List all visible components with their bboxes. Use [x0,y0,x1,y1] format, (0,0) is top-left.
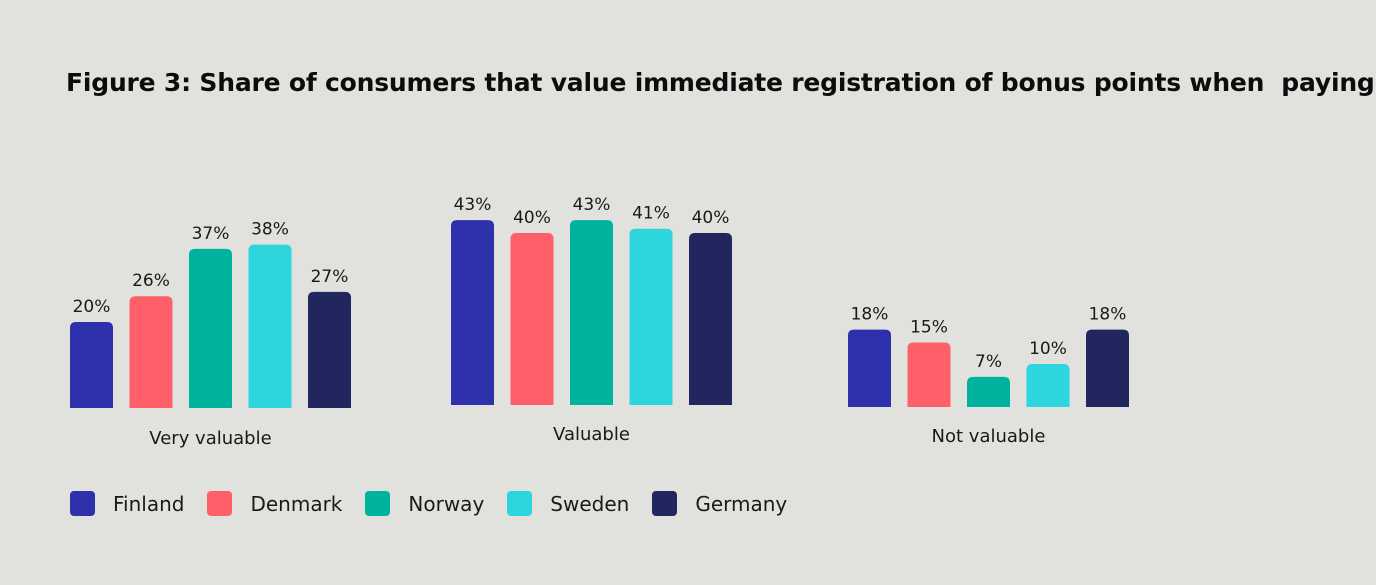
legend-label-denmark: Denmark [250,491,343,516]
bar-valuable-norway [570,220,613,405]
bar-very-valuable-sweden [248,244,292,408]
data-label-not-valuable-norway: 7% [975,352,1002,372]
bar-valuable-sweden [629,228,673,405]
data-label-valuable-sweden: 41% [632,204,670,224]
data-label-valuable-finland: 43% [454,195,492,215]
data-label-valuable-norway: 43% [573,195,611,215]
legend-item-denmark: Denmark [207,491,342,516]
legend-item-germany: Germany [652,491,787,516]
legend-item-finland: Finland [70,491,184,516]
data-label-not-valuable-sweden: 10% [1029,339,1067,359]
bar-valuable-germany [689,233,732,405]
bar-valuable-denmark [510,233,554,405]
legend-item-norway: Norway [365,491,484,516]
legend-swatch-finland [70,491,95,516]
bar-not-valuable-norway [967,376,1010,407]
bar-not-valuable-sweden [1026,364,1070,407]
bar-very-valuable-norway [189,248,232,408]
category-label-not-valuable: Not valuable [932,426,1046,447]
legend: Finland Denmark Norway Sweden Germany [70,491,810,516]
bar-not-valuable-denmark [907,342,951,407]
data-label-very-valuable-sweden: 38% [251,220,289,240]
data-label-not-valuable-denmark: 15% [910,318,948,338]
data-label-valuable-germany: 40% [692,208,730,228]
data-label-valuable-denmark: 40% [513,208,551,228]
category-label-valuable: Valuable [553,424,630,445]
data-label-not-valuable-finland: 18% [851,305,889,325]
legend-swatch-sweden [507,491,533,516]
legend-swatch-denmark [207,491,233,516]
data-label-very-valuable-norway: 37% [192,224,230,244]
bar-not-valuable-germany [1086,329,1129,407]
bar-very-valuable-germany [308,291,351,408]
category-label-very-valuable: Very valuable [149,428,271,449]
legend-label-sweden: Sweden [550,491,630,516]
data-label-very-valuable-germany: 27% [311,267,349,287]
legend-swatch-germany [652,491,678,516]
bar-very-valuable-denmark [129,296,173,408]
data-label-very-valuable-finland: 20% [73,297,111,317]
legend-swatch-norway [365,491,391,516]
legend-label-finland: Finland [113,491,185,516]
data-label-very-valuable-denmark: 26% [132,271,170,291]
chart-title: Figure 3: Share of consumers that value … [66,68,1375,97]
legend-label-germany: Germany [695,491,788,516]
legend-label-norway: Norway [408,491,485,516]
bar-not-valuable-finland [848,329,891,407]
bar-very-valuable-finland [70,322,113,408]
legend-item-sweden: Sweden [507,491,629,516]
bar-valuable-finland [451,220,494,405]
data-label-not-valuable-germany: 18% [1089,305,1127,325]
